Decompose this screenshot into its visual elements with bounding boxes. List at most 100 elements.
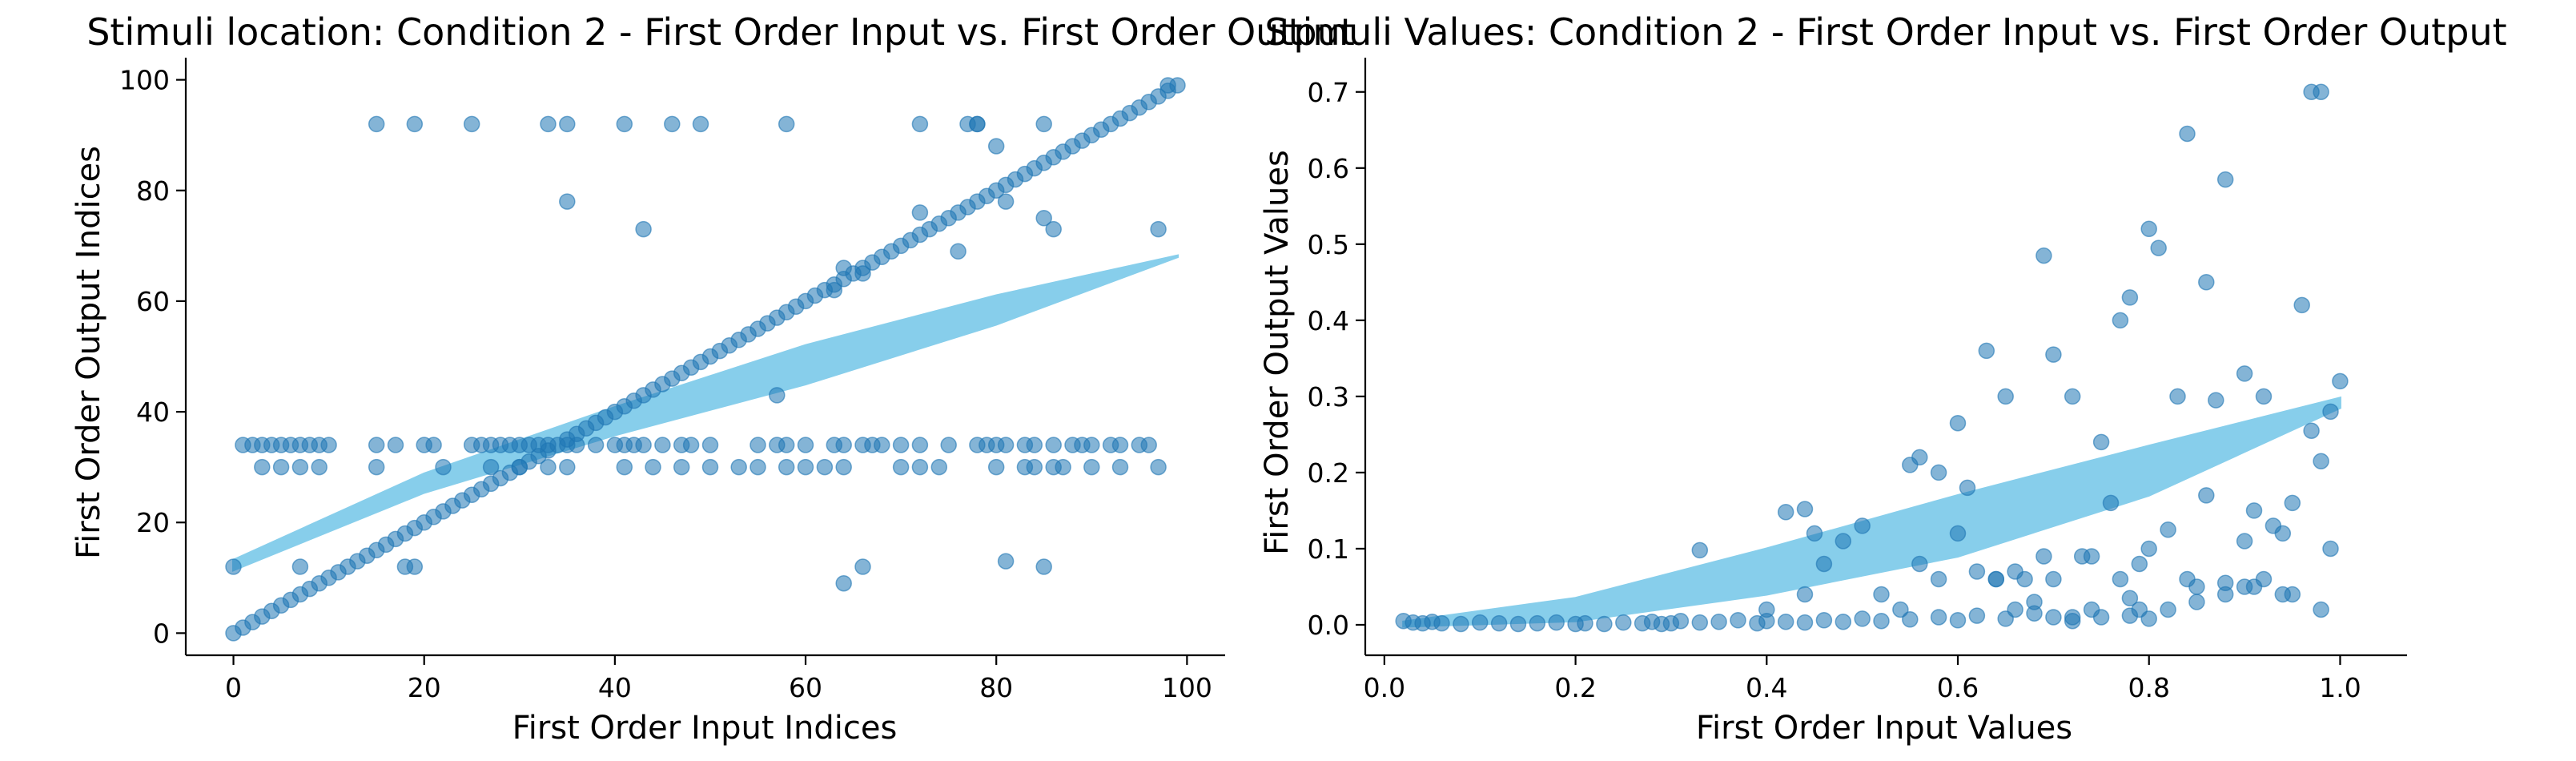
fit-band xyxy=(232,254,1179,572)
scatter-point xyxy=(1035,558,1052,575)
scatter-point xyxy=(730,458,747,476)
scatter-point xyxy=(835,437,852,453)
scatter-point xyxy=(2083,601,2100,618)
chart-stimuli-location: Stimuli location: Condition 2 - First Or… xyxy=(70,10,1355,747)
scatter-point xyxy=(540,115,557,133)
scatter-point xyxy=(1140,437,1157,453)
scatter-point xyxy=(892,458,910,476)
y-tick-label: 0 xyxy=(153,618,170,649)
scatter-point xyxy=(1968,563,1986,580)
scatter-point xyxy=(291,458,309,476)
scatter-point xyxy=(997,437,1015,453)
scatter-point xyxy=(1777,613,1794,630)
scatter-point xyxy=(2188,578,2205,595)
scatter-point xyxy=(1710,613,1727,630)
scatter-point xyxy=(826,281,843,299)
scatter-point xyxy=(797,458,814,476)
scatter-point xyxy=(911,437,929,453)
scatter-point xyxy=(997,193,1015,210)
scatter-point xyxy=(2007,601,2023,618)
scatter-point xyxy=(2313,83,2329,101)
x-tick-label: 60 xyxy=(789,672,822,703)
scatter-point xyxy=(1911,449,1928,466)
scatter-point xyxy=(969,115,986,133)
scatter-point xyxy=(1111,437,1129,453)
scatter-point xyxy=(425,437,442,453)
y-tick-label: 0.4 xyxy=(1308,305,1349,336)
y-tick-label: 20 xyxy=(136,507,170,538)
scatter-point xyxy=(1691,614,1709,631)
scatter-point xyxy=(1796,501,1814,517)
scatter-point xyxy=(987,458,1005,476)
scatter-point xyxy=(2112,570,2129,588)
fit-band-area xyxy=(232,254,1179,572)
x-tick-label: 0.0 xyxy=(1364,672,1405,703)
scatter-point xyxy=(511,458,528,476)
scatter-point xyxy=(1873,612,1890,630)
scatter-point xyxy=(835,458,852,476)
scatter-point xyxy=(2083,548,2100,565)
scatter-point xyxy=(368,115,385,133)
scatter-point xyxy=(682,437,700,453)
scatter-point xyxy=(1150,458,1167,476)
scatter-point xyxy=(2245,502,2263,519)
scatter-point xyxy=(2198,487,2215,504)
x-tick-label: 0.6 xyxy=(1937,672,1979,703)
x-tick-label: 0 xyxy=(225,672,242,703)
scatter-point xyxy=(1987,570,2005,588)
scatter-point xyxy=(1930,464,1947,481)
scatter-point xyxy=(2045,609,2062,626)
scatter-point xyxy=(1548,614,1565,631)
scatter-point xyxy=(406,115,424,133)
scatter-point xyxy=(1949,414,1967,432)
scatter-point xyxy=(911,458,929,476)
scatter-point xyxy=(587,437,605,453)
scatter-point xyxy=(1796,586,1814,603)
y-tick-label: 0.3 xyxy=(1308,381,1349,413)
scatter-point xyxy=(1930,570,1947,588)
x-tick-label: 100 xyxy=(1162,672,1212,703)
scatter-point xyxy=(2026,594,2043,610)
scatter-point xyxy=(2169,388,2186,405)
scatter-point xyxy=(2045,570,2062,588)
scatter-point xyxy=(559,458,576,476)
scatter-point xyxy=(1949,525,1967,542)
scatter-point xyxy=(769,387,786,404)
scatter-point xyxy=(1453,615,1469,633)
scatter-point xyxy=(2274,586,2292,603)
scatter-point xyxy=(701,437,719,453)
scatter-point xyxy=(874,437,890,453)
x-axis-label: First Order Input Indices xyxy=(512,710,898,747)
scatter-point xyxy=(835,574,852,592)
scatter-point xyxy=(2064,609,2081,626)
scatter-point xyxy=(1026,437,1043,453)
scatter-point xyxy=(749,437,766,453)
scatter-point xyxy=(406,558,424,575)
scatter-point xyxy=(854,558,871,575)
scatter-point xyxy=(2303,422,2320,439)
scatter-point xyxy=(1806,525,1823,542)
scatter-point xyxy=(645,458,661,476)
scatter-points xyxy=(1395,83,2349,633)
scatter-point xyxy=(1159,77,1176,94)
scatter-point xyxy=(892,437,910,453)
x-tick-label: 0.8 xyxy=(2128,672,2169,703)
scatter-point xyxy=(816,458,834,476)
scatter-point xyxy=(272,458,290,476)
scatter-point xyxy=(1911,555,1928,573)
scatter-point xyxy=(2064,388,2081,405)
scatter-point xyxy=(1892,601,1909,618)
y-tick-label: 0.2 xyxy=(1308,457,1349,489)
scatter-point xyxy=(2236,533,2253,550)
scatter-point xyxy=(559,193,576,210)
scatter-point xyxy=(1490,614,1508,632)
scatter-point xyxy=(2045,346,2062,363)
scatter-point xyxy=(311,458,328,476)
scatter-point xyxy=(797,437,814,453)
scatter-point xyxy=(1930,609,1947,626)
y-tick-label: 0.6 xyxy=(1308,153,1349,184)
scatter-point xyxy=(1835,533,1852,550)
scatter-point xyxy=(1997,388,2014,405)
scatter-point xyxy=(2313,601,2329,618)
